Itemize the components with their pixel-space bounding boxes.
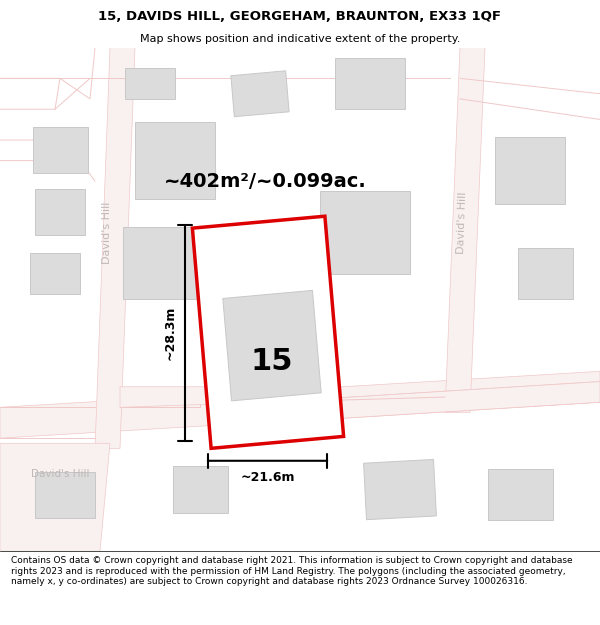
- Polygon shape: [95, 48, 135, 449]
- Polygon shape: [173, 466, 227, 512]
- Polygon shape: [32, 127, 88, 173]
- Polygon shape: [320, 191, 410, 274]
- Polygon shape: [445, 48, 485, 413]
- Text: ~402m²/~0.099ac.: ~402m²/~0.099ac.: [164, 172, 367, 191]
- Polygon shape: [495, 138, 565, 204]
- Polygon shape: [270, 382, 600, 423]
- Polygon shape: [120, 387, 270, 408]
- Polygon shape: [335, 58, 405, 109]
- Polygon shape: [35, 472, 95, 518]
- Polygon shape: [135, 122, 215, 199]
- Text: 15: 15: [251, 346, 293, 376]
- Text: David's Hill: David's Hill: [102, 201, 112, 264]
- Polygon shape: [35, 189, 85, 235]
- Polygon shape: [517, 248, 572, 299]
- Polygon shape: [231, 71, 289, 117]
- Polygon shape: [122, 228, 197, 299]
- Polygon shape: [487, 469, 553, 521]
- Text: Contains OS data © Crown copyright and database right 2021. This information is : Contains OS data © Crown copyright and d…: [11, 556, 572, 586]
- Polygon shape: [0, 371, 600, 438]
- Text: David's Hill: David's Hill: [456, 191, 468, 254]
- Polygon shape: [193, 216, 344, 448]
- Text: David's Hill: David's Hill: [269, 411, 331, 424]
- Text: ~28.3m: ~28.3m: [163, 306, 176, 360]
- Text: ~21.6m: ~21.6m: [240, 471, 295, 484]
- Polygon shape: [223, 291, 321, 401]
- Polygon shape: [364, 459, 436, 519]
- Polygon shape: [30, 253, 80, 294]
- Polygon shape: [125, 68, 175, 99]
- Text: Map shows position and indicative extent of the property.: Map shows position and indicative extent…: [140, 34, 460, 44]
- Polygon shape: [0, 443, 110, 551]
- Text: David's Hill: David's Hill: [31, 469, 89, 479]
- Text: 15, DAVIDS HILL, GEORGEHAM, BRAUNTON, EX33 1QF: 15, DAVIDS HILL, GEORGEHAM, BRAUNTON, EX…: [98, 11, 502, 24]
